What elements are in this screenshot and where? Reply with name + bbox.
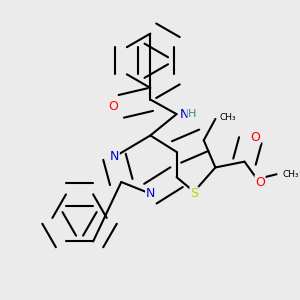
- Text: N: N: [146, 187, 155, 200]
- Text: S: S: [190, 187, 198, 200]
- Text: N: N: [180, 108, 189, 121]
- Text: O: O: [250, 131, 260, 144]
- Text: H: H: [188, 109, 196, 119]
- Text: O: O: [109, 100, 118, 113]
- Text: CH₃: CH₃: [219, 112, 236, 122]
- Text: CH₃: CH₃: [282, 170, 299, 179]
- Text: O: O: [255, 176, 265, 188]
- Text: N: N: [110, 150, 119, 163]
